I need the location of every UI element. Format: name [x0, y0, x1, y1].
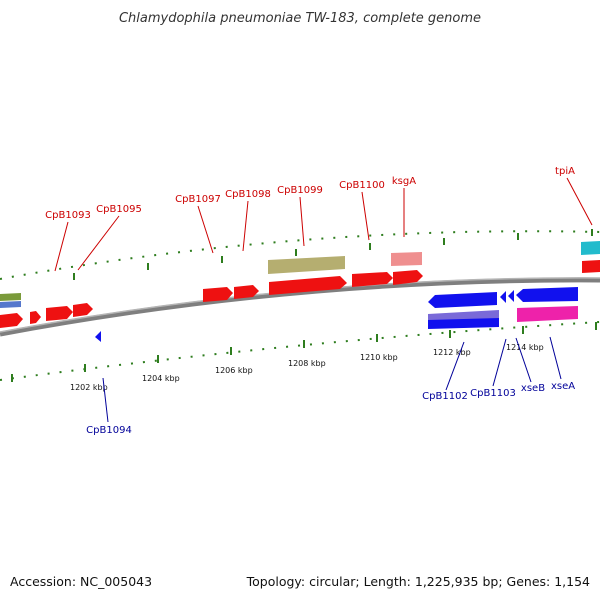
gene-arrow-forward[interactable] [393, 270, 423, 285]
gene-arrow-forward[interactable] [352, 272, 393, 287]
inner-tick-ring [0, 321, 600, 382]
feature-magenta-block[interactable] [517, 306, 578, 322]
gene-arrow-forward[interactable] [46, 306, 73, 321]
gene-arrow-forward[interactable] [269, 276, 347, 295]
feature-khaki-block[interactable] [268, 256, 345, 274]
outer-tick-ring [0, 229, 600, 280]
label-leader-line [299, 196, 305, 247]
gene-label-cpb1099[interactable]: CpB1099 [277, 185, 323, 196]
map-title: Chlamydophila pneumoniae TW-183, complet… [119, 11, 481, 26]
accession-text: Accession: NC_005043 [10, 574, 152, 589]
gene-arrow-forward[interactable] [0, 313, 23, 328]
label-leader-line [445, 341, 465, 391]
feature-pink-block[interactable] [391, 252, 422, 266]
scale-label: 1206 kbp [215, 366, 253, 375]
forward-gene-labels: CpB1093 CpB1095 CpB1097 CpB1098 CpB1099 … [45, 166, 593, 272]
genome-backbone [0, 277, 600, 337]
label-leader-line [549, 336, 562, 380]
topology-text: Topology: circular; Length: 1,225,935 bp… [246, 574, 590, 589]
reverse-features [95, 287, 578, 342]
feature-olive-block[interactable] [0, 293, 21, 301]
gene-arrow-reverse[interactable] [516, 287, 578, 302]
outer-tick-dots [0, 230, 600, 280]
gene-label-xsea[interactable]: xseA [551, 381, 575, 392]
gene-label-cpb1100[interactable]: CpB1100 [339, 180, 385, 191]
feature-cyan-block[interactable] [581, 241, 600, 255]
scale-label: 1208 kbp [288, 359, 326, 368]
scale-label: 1204 kbp [142, 374, 180, 383]
gene-label-cpb1098[interactable]: CpB1098 [225, 189, 271, 200]
label-leader-line [515, 337, 532, 383]
gene-arrow-forward[interactable] [73, 303, 93, 317]
gene-label-cpb1094[interactable]: CpB1094 [86, 425, 132, 436]
gene-arrow-reverse[interactable] [500, 291, 506, 303]
scale-label: 1214 kbp [506, 343, 544, 352]
gene-arrow-forward[interactable] [234, 285, 259, 299]
label-leader-line [197, 205, 214, 254]
feature-blue-block[interactable] [428, 318, 499, 329]
gene-arrow-forward[interactable] [203, 287, 233, 302]
scale-label: 1212 kbp [433, 348, 471, 357]
gene-arrow-reverse[interactable] [508, 290, 514, 302]
label-leader-line [566, 177, 593, 226]
label-leader-line [361, 191, 370, 241]
label-leader-line [102, 377, 109, 423]
forward-features [0, 241, 600, 328]
scale-label: 1210 kbp [360, 353, 398, 362]
gene-arrow-forward[interactable] [582, 260, 600, 273]
gene-arrow-reverse[interactable] [428, 292, 497, 308]
gene-label-cpb1103[interactable]: CpB1103 [470, 388, 516, 399]
feature-blue-block[interactable] [0, 301, 21, 308]
gene-label-cpb1097[interactable]: CpB1097 [175, 194, 221, 205]
gene-label-cpb1102[interactable]: CpB1102 [422, 391, 468, 402]
gene-label-tpia[interactable]: tpiA [555, 166, 575, 177]
label-leader-line [492, 338, 507, 387]
reverse-gene-labels: CpB1094 CpB1102 CpB1103 xseB xseA [86, 336, 575, 436]
label-leader-line [242, 200, 249, 252]
scale-label: 1202 kbp [70, 383, 108, 392]
gene-label-cpb1093[interactable]: CpB1093 [45, 210, 91, 221]
gene-label-cpb1095[interactable]: CpB1095 [96, 204, 142, 215]
label-leader-line [77, 215, 120, 271]
label-leader-line [54, 221, 69, 272]
gene-arrow-forward[interactable] [30, 311, 41, 324]
gene-arrow-reverse[interactable] [95, 331, 101, 342]
gene-label-xseb[interactable]: xseB [521, 383, 545, 394]
scale-labels: 1202 kbp 1204 kbp 1206 kbp 1208 kbp 1210… [70, 343, 544, 392]
gene-label-ksga[interactable]: ksgA [392, 176, 416, 187]
